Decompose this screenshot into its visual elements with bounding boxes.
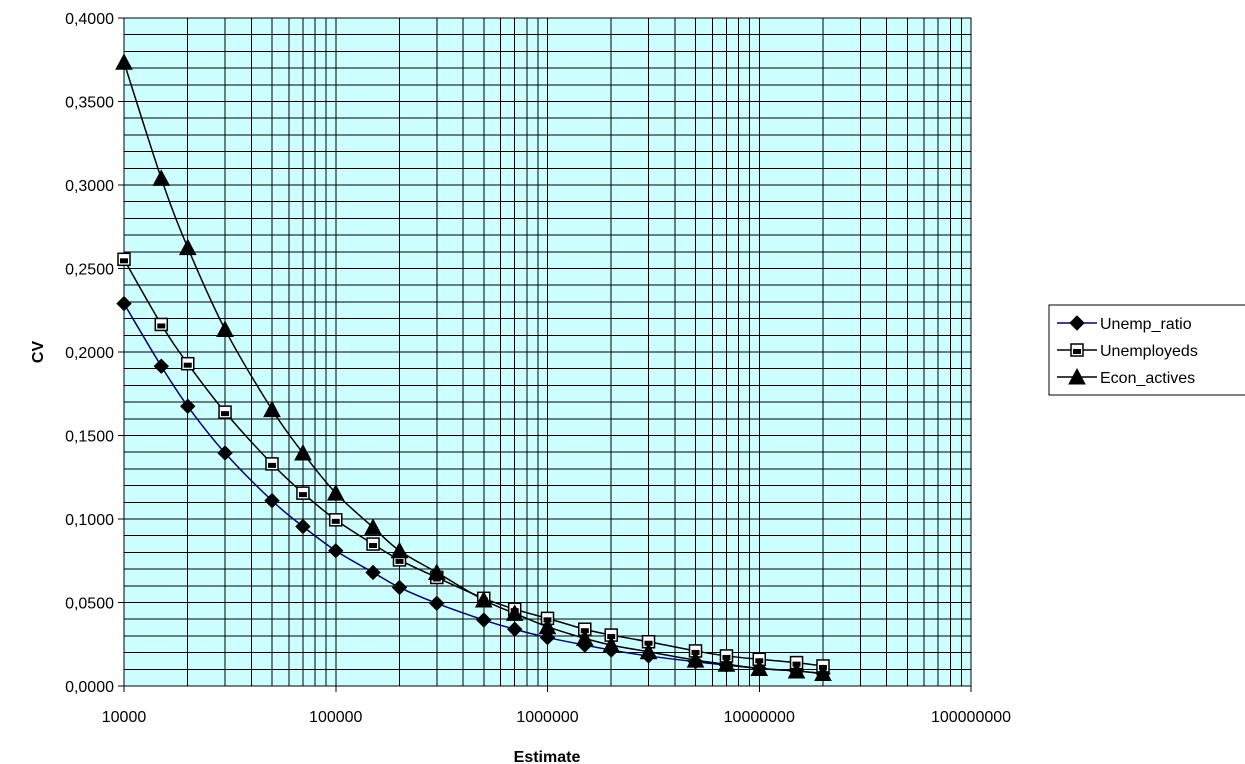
data-point-econ_actives <box>787 661 806 679</box>
data-point-unemp_ratio <box>264 492 280 509</box>
data-point-econ_actives <box>178 238 197 256</box>
legend-marker <box>1070 343 1084 357</box>
x-axis-title: Estimate <box>514 749 581 764</box>
data-point-unemployeds <box>154 317 169 332</box>
data-point-unemp_ratio <box>429 595 445 612</box>
legend-entry: Econ_actives <box>1057 367 1195 387</box>
y-tick-label: 0,1000 <box>65 512 114 529</box>
data-point-unemployeds <box>180 356 195 371</box>
data-point-econ_actives <box>263 400 281 418</box>
data-point-unemp_ratio <box>476 612 492 628</box>
data-point-unemployeds <box>218 405 232 419</box>
x-tick-label: 1000000 <box>516 709 578 726</box>
data-point-econ_actives <box>216 320 234 337</box>
y-tick-label: 0,2000 <box>65 345 114 362</box>
square-marker-fill <box>331 518 340 524</box>
legend-label: Econ_actives <box>1100 370 1195 387</box>
y-tick-label: 0,0000 <box>65 679 114 696</box>
data-point-econ_actives <box>538 617 557 635</box>
y-tick-label: 0,0500 <box>65 596 114 613</box>
y-tick-label: 0,2500 <box>65 262 114 279</box>
data-point-unemployeds <box>265 457 279 471</box>
data-point-econ_actives <box>750 659 769 676</box>
data-point-econ_actives <box>326 484 345 501</box>
data-point-unemployeds <box>366 537 380 551</box>
data-point-econ_actives <box>427 563 446 580</box>
x-tick-label: 10000 <box>102 709 147 726</box>
data-point-econ_actives <box>152 169 171 186</box>
legend-label: Unemployeds <box>1100 343 1198 360</box>
square-marker-fill <box>369 543 378 549</box>
data-point-unemployeds <box>329 513 343 527</box>
data-point-econ_actives <box>294 443 312 461</box>
x-tick-label: 100000000 <box>931 709 1011 726</box>
square-marker-fill <box>1073 349 1081 354</box>
y-tick-label: 0,1500 <box>65 429 114 446</box>
data-point-econ_actives <box>814 664 832 681</box>
data-point-econ_actives <box>639 642 658 660</box>
data-point-unemp_ratio <box>217 445 233 461</box>
legend-label: Unemp_ratio <box>1100 316 1192 333</box>
square-marker-fill <box>221 411 230 417</box>
data-point-unemp_ratio <box>506 621 523 637</box>
square-marker-fill <box>157 323 166 329</box>
square-marker-fill <box>268 462 277 468</box>
legend-marker <box>1069 315 1085 331</box>
data-point-econ_actives <box>505 604 524 621</box>
data-point-unemp_ratio <box>391 579 408 596</box>
square-marker-fill <box>395 558 404 564</box>
data-point-unemp_ratio <box>116 295 132 312</box>
y-tick-label: 0,3500 <box>65 95 114 112</box>
data-point-econ_actives <box>390 541 409 559</box>
data-point-unemp_ratio <box>365 564 381 581</box>
legend: Unemp_ratio Unemployeds Econ_actives <box>1048 304 1245 396</box>
legend-entry: Unemployeds <box>1057 343 1198 360</box>
data-point-econ_actives <box>575 629 594 646</box>
square-marker-fill <box>120 258 128 264</box>
x-tick-label: 10000000 <box>724 709 795 726</box>
data-point-unemployeds <box>117 252 131 267</box>
legend-entry: Unemp_ratio <box>1057 315 1192 333</box>
data-point-unemp_ratio <box>328 543 344 559</box>
data-point-econ_actives <box>717 655 736 672</box>
legend-marker <box>1068 367 1086 385</box>
square-marker-fill <box>183 362 192 368</box>
x-tick-label: 100000 <box>309 709 362 726</box>
data-point-unemployeds <box>296 486 310 500</box>
data-point-econ_actives <box>686 651 705 668</box>
data-point-econ_actives <box>602 636 621 653</box>
y-tick-label: 0,4000 <box>65 11 114 28</box>
data-point-econ_actives <box>115 53 133 70</box>
y-tick-label: 0,3000 <box>65 178 114 195</box>
data-point-unemp_ratio <box>180 398 196 414</box>
y-axis-title: CV <box>30 341 47 364</box>
data-point-unemp_ratio <box>153 358 169 374</box>
data-point-econ_actives <box>474 590 493 608</box>
data-point-unemp_ratio <box>295 518 311 535</box>
data-point-econ_actives <box>364 518 382 535</box>
square-marker-fill <box>298 492 307 498</box>
series-line-econ_actives <box>123 62 824 675</box>
